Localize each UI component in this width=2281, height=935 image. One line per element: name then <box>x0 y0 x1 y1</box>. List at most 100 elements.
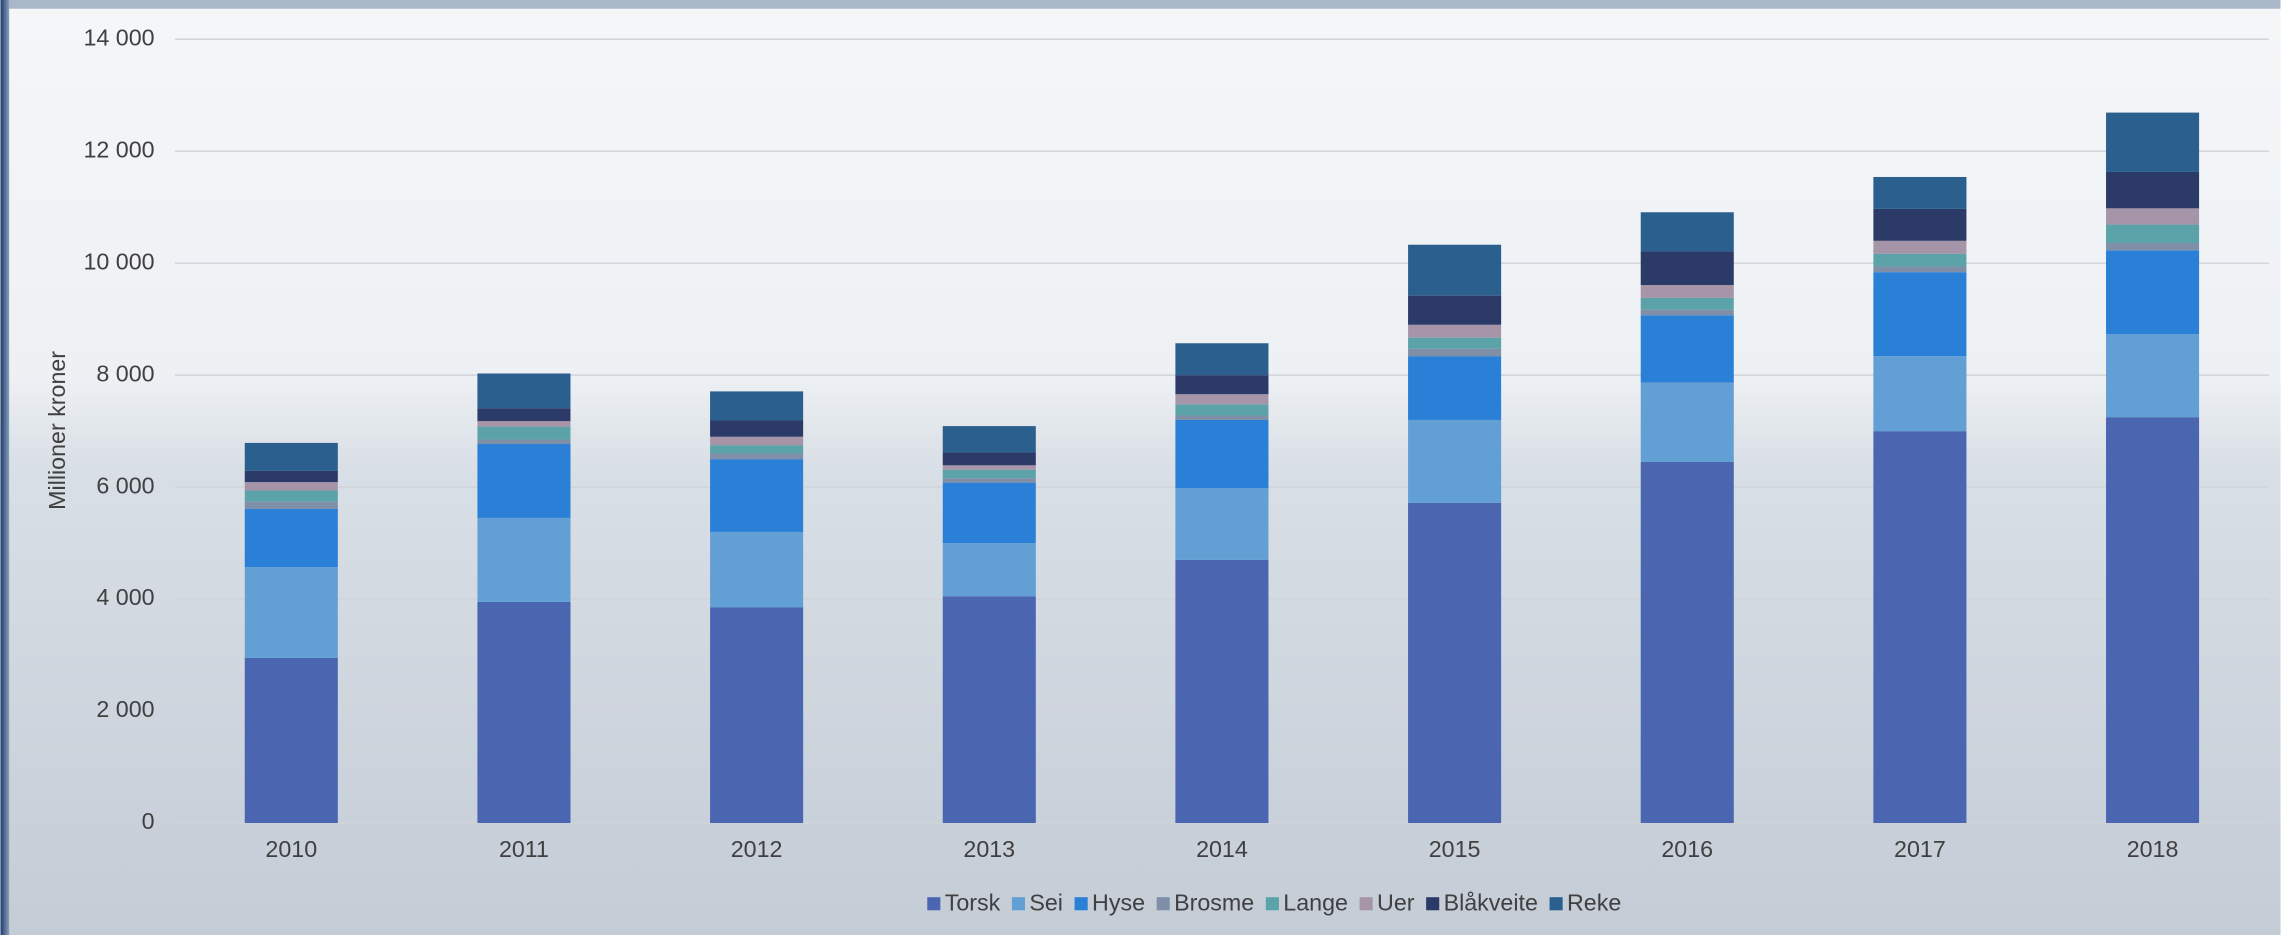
bar-segment <box>244 442 338 471</box>
y-tick-label: 12 000 <box>83 136 154 162</box>
bar-segment <box>244 482 338 491</box>
x-tick-label: 2017 <box>1894 836 1946 862</box>
bar-segment <box>1640 212 1734 252</box>
bar-segment <box>2106 417 2200 824</box>
bar-segment <box>710 420 804 437</box>
x-tick-label: 2012 <box>731 836 783 862</box>
bar-segment <box>1640 461 1734 824</box>
legend-label: Uer <box>1377 890 1415 916</box>
bar-segment <box>1873 266 1967 273</box>
y-tick-label: 2 000 <box>96 696 154 722</box>
bar-segment <box>710 607 804 824</box>
legend-label: Sei <box>1029 890 1063 916</box>
bar-segment <box>710 391 804 421</box>
bar-segment <box>477 373 571 409</box>
bar-segment <box>244 657 338 824</box>
legend-label: Brosme <box>1174 890 1254 916</box>
bar-segment <box>710 445 804 454</box>
bar-segment <box>1873 240 1967 254</box>
legend-label: Torsk <box>945 890 1001 916</box>
legend-label: Lange <box>1283 890 1348 916</box>
bar-segment <box>1408 244 1502 296</box>
bar-segment <box>477 426 571 440</box>
bar-segment <box>1640 297 1734 310</box>
bar-segment <box>1175 419 1269 489</box>
bar-segment <box>477 601 571 824</box>
bar-segment <box>2106 224 2200 244</box>
bar-segment <box>942 482 1036 544</box>
bar-segment <box>1873 253 1967 267</box>
legend-swatch <box>1549 897 1563 911</box>
legend-label: Reke <box>1567 890 1621 916</box>
bar-segment <box>710 531 804 608</box>
bar-segment <box>942 426 1036 453</box>
bar-segment <box>1408 419 1502 503</box>
legend-label: Blåkveite <box>1444 890 1538 916</box>
bar-segment <box>1640 309 1734 316</box>
x-tick-label: 2013 <box>963 836 1015 862</box>
left-edge <box>0 0 10 935</box>
bar-segment <box>477 444 571 518</box>
bar-segment <box>477 408 571 422</box>
legend-swatch <box>1156 897 1170 911</box>
legend-swatch <box>927 897 941 911</box>
bar-segment <box>2106 250 2200 335</box>
bar-segment <box>1175 375 1269 395</box>
bar-segment <box>1640 382 1734 462</box>
x-tick-label: 2010 <box>265 836 317 862</box>
bar-segment <box>1175 488 1269 560</box>
top-edge <box>0 0 2281 9</box>
bar-segment <box>1640 251 1734 286</box>
bar-segment <box>942 478 1036 483</box>
bar-segment <box>477 439 571 445</box>
bar-segment <box>244 490 338 502</box>
bar-segment <box>1175 559 1269 824</box>
bar-segment <box>244 508 338 568</box>
bar-segment <box>942 465 1036 470</box>
x-tick-label: 2016 <box>1661 836 1713 862</box>
legend-swatch <box>1074 897 1088 911</box>
bar-segment <box>1175 415 1269 420</box>
bar-segment <box>710 453 804 460</box>
bar-segment <box>477 421 571 427</box>
legend-label: Hyse <box>1092 890 1145 916</box>
bar-segment <box>477 517 571 602</box>
bar-segment <box>1873 176 1967 209</box>
bar-segment <box>2106 112 2200 172</box>
bar-segment <box>942 596 1036 824</box>
bar-segment <box>244 470 338 483</box>
bar-segment <box>244 567 338 658</box>
bar-segment <box>2106 243 2200 251</box>
bar-segment <box>1408 356 1502 420</box>
legend-swatch <box>1011 897 1025 911</box>
x-tick-label: 2014 <box>1196 836 1248 862</box>
bar-segment <box>710 459 804 532</box>
bar-segment <box>1640 315 1734 383</box>
bar-segment <box>1408 324 1502 338</box>
bar-segment <box>1408 295 1502 325</box>
bar-segment <box>942 469 1036 479</box>
bar-segment <box>1640 285 1734 298</box>
bar-segment <box>1408 337 1502 349</box>
legend-swatch <box>1426 897 1440 911</box>
bar-segment <box>1873 431 1967 824</box>
bar-segment <box>1175 404 1269 416</box>
bar-segment <box>710 436 804 446</box>
bar-segment <box>942 543 1036 597</box>
bar-segment <box>1873 356 1967 432</box>
y-tick-label: 0 <box>142 808 155 834</box>
bar-segment <box>1408 502 1502 824</box>
legend-swatch <box>1265 897 1279 911</box>
bar-segment <box>1408 348 1502 357</box>
y-axis-title: Millioner kroner <box>44 351 70 510</box>
bar-segment <box>244 501 338 509</box>
bar-segment <box>942 452 1036 466</box>
bar-segment <box>2106 208 2200 225</box>
legend-swatch <box>1359 897 1373 911</box>
x-tick-label: 2018 <box>2127 836 2179 862</box>
y-tick-label: 14 000 <box>83 24 154 50</box>
y-tick-label: 4 000 <box>96 584 154 610</box>
bar-segment <box>2106 171 2200 209</box>
x-tick-label: 2011 <box>499 836 549 862</box>
